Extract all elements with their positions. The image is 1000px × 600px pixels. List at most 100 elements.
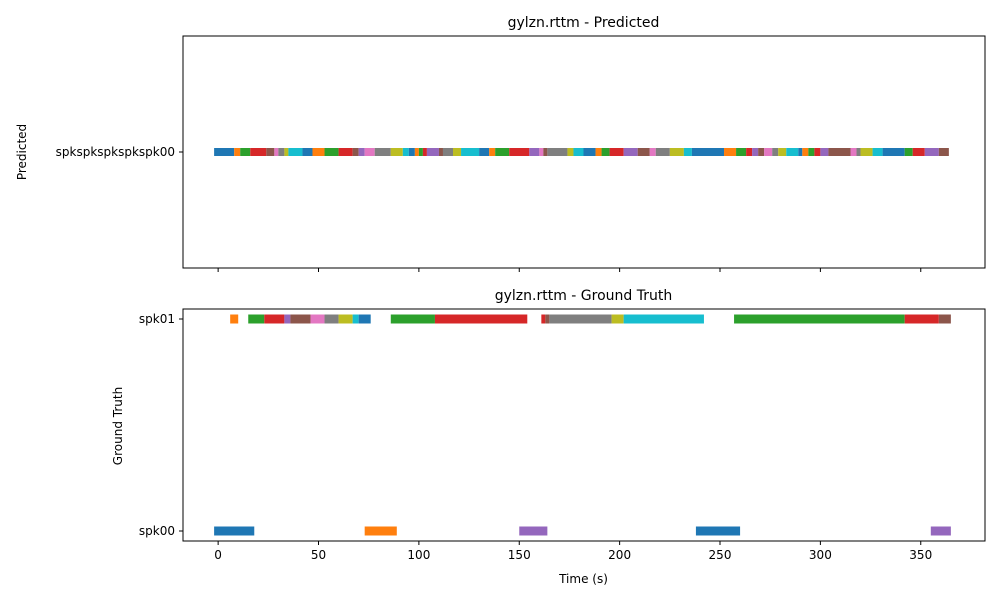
segment-bar-spkspkspkspkspk00-37 — [573, 148, 584, 156]
x-tick-label-300: 300 — [809, 548, 832, 562]
segment-bar-spkspkspkspkspk00-61 — [814, 148, 821, 156]
segment-bar-spk01-17 — [541, 314, 546, 324]
segment-bar-spkspkspkspkspk00-43 — [637, 148, 650, 156]
segment-bar-spkspkspkspkspk00-58 — [798, 148, 803, 156]
segment-bar-spkspkspkspkspk00-54 — [764, 148, 773, 156]
segment-bar-spkspkspkspkspk00-49 — [724, 148, 737, 156]
segment-bar-spkspkspkspkspk00-68 — [882, 148, 905, 156]
segment-bar-spkspkspkspkspk00-15 — [364, 148, 375, 156]
segment-bar-spkspkspkspkspk00-25 — [442, 148, 454, 156]
segment-bar-spkspkspkspkspk00-48 — [691, 148, 725, 156]
segment-bar-spk01-8 — [284, 314, 291, 324]
segment-bar-spkspkspkspkspk00-27 — [461, 148, 480, 156]
segment-bar-spkspkspkspkspk00-12 — [338, 148, 353, 156]
segment-bar-spkspkspkspkspk00-32 — [529, 148, 540, 156]
x-tick-label-200: 200 — [608, 548, 631, 562]
x-tick-label-150: 150 — [508, 548, 531, 562]
segment-bar-spkspkspkspkspk00-26 — [453, 148, 462, 156]
segment-bar-spkspkspkspkspk00-11 — [324, 148, 339, 156]
segment-bar-spkspkspkspkspk00-47 — [683, 148, 692, 156]
segment-bar-spkspkspkspkspk00-18 — [402, 148, 409, 156]
y-tick-label-spk01: spk01 — [139, 312, 175, 326]
segment-bar-spkspkspkspkspk00-51 — [746, 148, 753, 156]
ground-truth-ylabel: Ground Truth — [111, 387, 125, 465]
segment-bar-spkspkspkspkspk00-28 — [479, 148, 490, 156]
segment-bar-spk01-5 — [230, 314, 239, 324]
ground-truth-axes-frame — [182, 308, 986, 542]
x-tick-label-350: 350 — [909, 548, 932, 562]
predicted-axes-frame — [182, 35, 986, 269]
predicted-title: gylzn.rttm - Predicted — [508, 15, 660, 31]
segment-bar-spkspkspkspkspk00-66 — [860, 148, 873, 156]
ground-truth-segments — [214, 314, 951, 536]
segment-bar-spkspkspkspkspk00-63 — [828, 148, 851, 156]
segment-bar-spkspkspkspkspk00-57 — [786, 148, 799, 156]
y-tick-label-spk00: spk00 — [139, 524, 175, 538]
segment-bar-spkspkspkspkspk00-30 — [495, 148, 510, 156]
segment-bar-spk01-20 — [611, 314, 624, 324]
ground-truth-subplot: gylzn.rttm - Ground Truth Ground Truth s… — [111, 288, 986, 586]
segment-bar-spk01-23 — [904, 314, 939, 324]
segment-bar-spkspkspkspkspk00-16 — [374, 148, 391, 156]
segment-bar-spkspkspkspkspk00-70 — [912, 148, 925, 156]
segment-bar-spkspkspkspkspk00-23 — [426, 148, 439, 156]
segment-bar-spk01-21 — [623, 314, 704, 324]
segment-bar-spkspkspkspkspk00-42 — [623, 148, 638, 156]
segment-bar-spkspkspkspkspk00-4 — [266, 148, 275, 156]
segment-bar-spk01-11 — [324, 314, 339, 324]
ground-truth-xlabel: Time (s) — [558, 572, 608, 586]
segment-bar-spkspkspkspkspk00-33 — [539, 148, 544, 156]
segment-bar-spkspkspkspkspk00-2 — [240, 148, 251, 156]
segment-bar-spkspkspkspkspk00-71 — [924, 148, 939, 156]
segment-bar-spkspkspkspkspk00-10 — [312, 148, 325, 156]
segment-bar-spkspkspkspkspk00-8 — [288, 148, 303, 156]
segment-bar-spkspkspkspkspk00-5 — [274, 148, 279, 156]
segment-bar-spkspkspkspkspk00-29 — [489, 148, 496, 156]
x-tick-label-100: 100 — [407, 548, 430, 562]
predicted-x-ticks — [217, 268, 922, 272]
segment-bar-spk00-0 — [214, 526, 255, 536]
segment-bar-spkspkspkspkspk00-40 — [601, 148, 610, 156]
segment-bar-spk01-13 — [352, 314, 359, 324]
segment-bar-spk00-2 — [519, 526, 548, 536]
segment-bar-spk00-3 — [695, 526, 741, 536]
segment-bar-spkspkspkspkspk00-14 — [358, 148, 365, 156]
segment-bar-spk01-6 — [248, 314, 265, 324]
segment-bar-spkspkspkspkspk00-41 — [609, 148, 624, 156]
segment-bar-spkspkspkspkspk00-19 — [408, 148, 415, 156]
segment-bar-spkspkspkspkspk00-45 — [655, 148, 670, 156]
segment-bar-spkspkspkspkspk00-65 — [856, 148, 861, 156]
segment-bar-spkspkspkspkspk00-44 — [649, 148, 656, 156]
segment-bar-spkspkspkspkspk00-9 — [302, 148, 313, 156]
segment-bar-spkspkspkspkspk00-22 — [422, 148, 427, 156]
segment-bar-spkspkspkspkspk00-34 — [543, 148, 548, 156]
segment-bar-spk01-14 — [358, 314, 371, 324]
predicted-y-ticks: spkspkspkspkspk00 — [56, 145, 183, 159]
x-tick-label-50: 50 — [311, 548, 326, 562]
segment-bar-spkspkspkspkspk00-55 — [772, 148, 779, 156]
segment-bar-spk01-10 — [310, 314, 325, 324]
segment-bar-spkspkspkspkspk00-21 — [418, 148, 423, 156]
predicted-segments — [214, 148, 949, 156]
predicted-subplot: gylzn.rttm - Predicted Predicted spkspks… — [15, 15, 986, 272]
segment-bar-spk00-1 — [364, 526, 397, 536]
segment-bar-spk01-12 — [338, 314, 353, 324]
segment-bar-spkspkspkspkspk00-56 — [778, 148, 787, 156]
ground-truth-y-ticks: spk00 spk01 — [139, 312, 183, 538]
segment-bar-spkspkspkspkspk00-24 — [438, 148, 443, 156]
segment-bar-spkspkspkspkspk00-0 — [214, 148, 235, 156]
segment-bar-spkspkspkspkspk00-6 — [278, 148, 285, 156]
x-tick-label-0: 0 — [214, 548, 222, 562]
ground-truth-x-ticks: 0 50 100 150 200 250 300 350 — [214, 541, 932, 562]
y-tick-label-spkspkspkspkspk00: spkspkspkspkspk00 — [56, 145, 175, 159]
segment-bar-spkspkspkspkspk00-3 — [250, 148, 267, 156]
segment-bar-spkspkspkspkspk00-46 — [669, 148, 684, 156]
segment-bar-spkspkspkspkspk00-31 — [509, 148, 530, 156]
segment-bar-spk01-19 — [549, 314, 612, 324]
segment-bar-spk00-4 — [930, 526, 951, 536]
segment-bar-spk01-16 — [434, 314, 528, 324]
segment-bar-spkspkspkspkspk00-64 — [850, 148, 857, 156]
segment-bar-spkspkspkspkspk00-52 — [752, 148, 759, 156]
segment-bar-spkspkspkspkspk00-7 — [284, 148, 289, 156]
